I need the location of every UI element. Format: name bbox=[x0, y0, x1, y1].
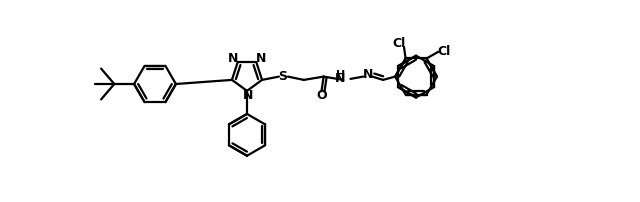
Text: Cl: Cl bbox=[392, 37, 406, 50]
Text: N: N bbox=[243, 89, 253, 102]
Text: S: S bbox=[278, 70, 287, 83]
Text: O: O bbox=[316, 89, 327, 102]
Text: N: N bbox=[227, 52, 238, 65]
Text: N: N bbox=[256, 52, 266, 65]
Text: Cl: Cl bbox=[438, 45, 451, 58]
Text: N: N bbox=[335, 72, 346, 85]
Text: N: N bbox=[363, 68, 374, 81]
Text: H: H bbox=[336, 70, 345, 80]
